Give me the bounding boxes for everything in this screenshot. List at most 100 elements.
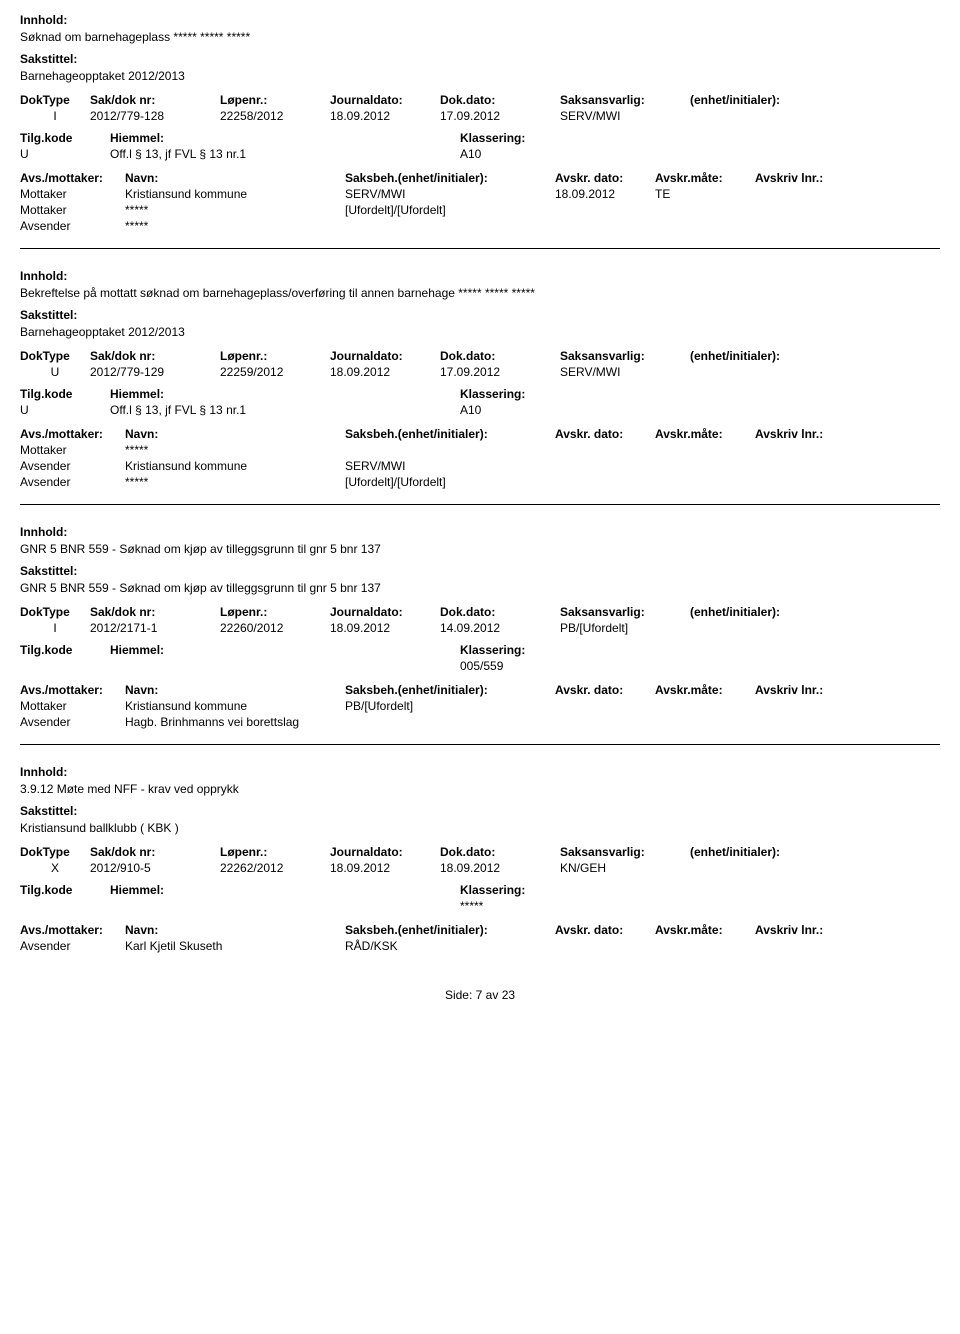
avsmottaker-header: Avs./mottaker: bbox=[20, 427, 125, 441]
klassering-header: Klassering: bbox=[460, 387, 610, 401]
tilgkode-header: Tilg.kode bbox=[20, 131, 110, 145]
party-avskr-dato bbox=[555, 715, 655, 729]
dokdato-header: Dok.dato: bbox=[440, 845, 560, 859]
lopenr-header: Løpenr.: bbox=[220, 845, 330, 859]
klassering-value: A10 bbox=[460, 403, 610, 417]
party-avskr-mate bbox=[655, 475, 755, 489]
sakstittel-label: Sakstittel: bbox=[20, 564, 940, 578]
doc-values: I 2012/2171-1 22260/2012 18.09.2012 14.0… bbox=[20, 621, 940, 635]
tilgkode-value bbox=[20, 899, 110, 913]
journaldato-header: Journaldato: bbox=[330, 845, 440, 859]
party-avskr-dato bbox=[555, 219, 655, 233]
tilgkode-header: Tilg.kode bbox=[20, 883, 110, 897]
party-saksbeh bbox=[345, 443, 555, 457]
party-avskr-mate bbox=[655, 459, 755, 473]
innhold-value: 3.9.12 Møte med NFF - krav ved opprykk bbox=[20, 782, 940, 796]
tilgkode-value bbox=[20, 659, 110, 673]
doktype-value: X bbox=[20, 861, 90, 875]
record: Innhold: GNR 5 BNR 559 - Søknad om kjøp … bbox=[20, 525, 940, 745]
navn-header: Navn: bbox=[125, 683, 345, 697]
doc-headers: DokType Sak/dok nr: Løpenr.: Journaldato… bbox=[20, 93, 940, 107]
party-avskr-dato bbox=[555, 699, 655, 713]
party-type: Mottaker bbox=[20, 187, 125, 201]
tilg-values: 005/559 bbox=[20, 659, 940, 673]
lopenr-value: 22260/2012 bbox=[220, 621, 330, 635]
doc-values: U 2012/779-129 22259/2012 18.09.2012 17.… bbox=[20, 365, 940, 379]
saksansvarlig-header: Saksansvarlig: bbox=[560, 349, 690, 363]
enhet-header: (enhet/initialer): bbox=[690, 605, 840, 619]
party-avskr-mate bbox=[655, 699, 755, 713]
enhet-header: (enhet/initialer): bbox=[690, 93, 840, 107]
party-name: ***** bbox=[125, 219, 345, 233]
party-row: Avsender Hagb. Brinhmanns vei borettslag bbox=[20, 715, 940, 729]
doktype-value: U bbox=[20, 365, 90, 379]
lopenr-value: 22259/2012 bbox=[220, 365, 330, 379]
party-name: ***** bbox=[125, 203, 345, 217]
saksansvarlig-header: Saksansvarlig: bbox=[560, 93, 690, 107]
dokdato-value: 14.09.2012 bbox=[440, 621, 560, 635]
avskrdato-header: Avskr. dato: bbox=[555, 171, 655, 185]
avskrmate-header: Avskr.måte: bbox=[655, 683, 755, 697]
klassering-header: Klassering: bbox=[460, 131, 610, 145]
party-name: Kristiansund kommune bbox=[125, 699, 345, 713]
sakdok-value: 2012/2171-1 bbox=[90, 621, 220, 635]
saksbeh-header: Saksbeh.(enhet/initialer): bbox=[345, 683, 555, 697]
party-row: Avsender Karl Kjetil Skuseth RÅD/KSK bbox=[20, 939, 940, 953]
klassering-value: A10 bbox=[460, 147, 610, 161]
hjemmel-value: Off.l § 13, jf FVL § 13 nr.1 bbox=[110, 147, 460, 161]
footer-side-label: Side: bbox=[445, 988, 472, 1002]
saksbeh-header: Saksbeh.(enhet/initialer): bbox=[345, 427, 555, 441]
doktype-value: I bbox=[20, 109, 90, 123]
avskrivlnr-header: Avskriv lnr.: bbox=[755, 683, 855, 697]
party-type: Avsender bbox=[20, 475, 125, 489]
sakdok-header: Sak/dok nr: bbox=[90, 349, 220, 363]
sakstittel-label: Sakstittel: bbox=[20, 804, 940, 818]
avskrdato-header: Avskr. dato: bbox=[555, 683, 655, 697]
tilg-values: U Off.l § 13, jf FVL § 13 nr.1 A10 bbox=[20, 147, 940, 161]
party-row: Mottaker ***** [Ufordelt]/[Ufordelt] bbox=[20, 203, 940, 217]
party-type: Avsender bbox=[20, 219, 125, 233]
journaldato-value: 18.09.2012 bbox=[330, 621, 440, 635]
dokdato-value: 17.09.2012 bbox=[440, 365, 560, 379]
dokdato-header: Dok.dato: bbox=[440, 93, 560, 107]
journaldato-header: Journaldato: bbox=[330, 605, 440, 619]
navn-header: Navn: bbox=[125, 923, 345, 937]
footer-av: av bbox=[486, 988, 499, 1002]
doktype-value: I bbox=[20, 621, 90, 635]
dokdato-header: Dok.dato: bbox=[440, 349, 560, 363]
party-row: Mottaker Kristiansund kommune PB/[Uforde… bbox=[20, 699, 940, 713]
tilg-values: U Off.l § 13, jf FVL § 13 nr.1 A10 bbox=[20, 403, 940, 417]
saksansvarlig-value: KN/GEH bbox=[560, 861, 690, 875]
avs-headers: Avs./mottaker: Navn: Saksbeh.(enhet/init… bbox=[20, 171, 940, 185]
saksansvarlig-header: Saksansvarlig: bbox=[560, 845, 690, 859]
party-type: Mottaker bbox=[20, 443, 125, 457]
record: Innhold: Søknad om barnehageplass ***** … bbox=[20, 13, 940, 249]
innhold-value: GNR 5 BNR 559 - Søknad om kjøp av tilleg… bbox=[20, 542, 940, 556]
avskrivlnr-header: Avskriv lnr.: bbox=[755, 923, 855, 937]
enhet-value bbox=[690, 365, 840, 379]
party-row: Avsender Kristiansund kommune SERV/MWI bbox=[20, 459, 940, 473]
saksbeh-header: Saksbeh.(enhet/initialer): bbox=[345, 171, 555, 185]
avskrdato-header: Avskr. dato: bbox=[555, 923, 655, 937]
enhet-value bbox=[690, 109, 840, 123]
avskrmate-header: Avskr.måte: bbox=[655, 923, 755, 937]
navn-header: Navn: bbox=[125, 427, 345, 441]
footer-total: 23 bbox=[502, 988, 515, 1002]
party-type: Avsender bbox=[20, 715, 125, 729]
tilgkode-value: U bbox=[20, 403, 110, 417]
sakstittel-value: Kristiansund ballklubb ( KBK ) bbox=[20, 821, 940, 835]
sakdok-value: 2012/779-129 bbox=[90, 365, 220, 379]
avs-headers: Avs./mottaker: Navn: Saksbeh.(enhet/init… bbox=[20, 923, 940, 937]
saksansvarlig-header: Saksansvarlig: bbox=[560, 605, 690, 619]
saksansvarlig-value: SERV/MWI bbox=[560, 109, 690, 123]
party-avskr-mate bbox=[655, 203, 755, 217]
klassering-value: ***** bbox=[460, 899, 610, 913]
doc-values: X 2012/910-5 22262/2012 18.09.2012 18.09… bbox=[20, 861, 940, 875]
dokdato-header: Dok.dato: bbox=[440, 605, 560, 619]
sakstittel-value: GNR 5 BNR 559 - Søknad om kjøp av tilleg… bbox=[20, 581, 940, 595]
enhet-header: (enhet/initialer): bbox=[690, 845, 840, 859]
party-row: Mottaker ***** bbox=[20, 443, 940, 457]
doktype-header: DokType bbox=[20, 845, 90, 859]
sakstittel-label: Sakstittel: bbox=[20, 52, 940, 66]
avsmottaker-header: Avs./mottaker: bbox=[20, 171, 125, 185]
